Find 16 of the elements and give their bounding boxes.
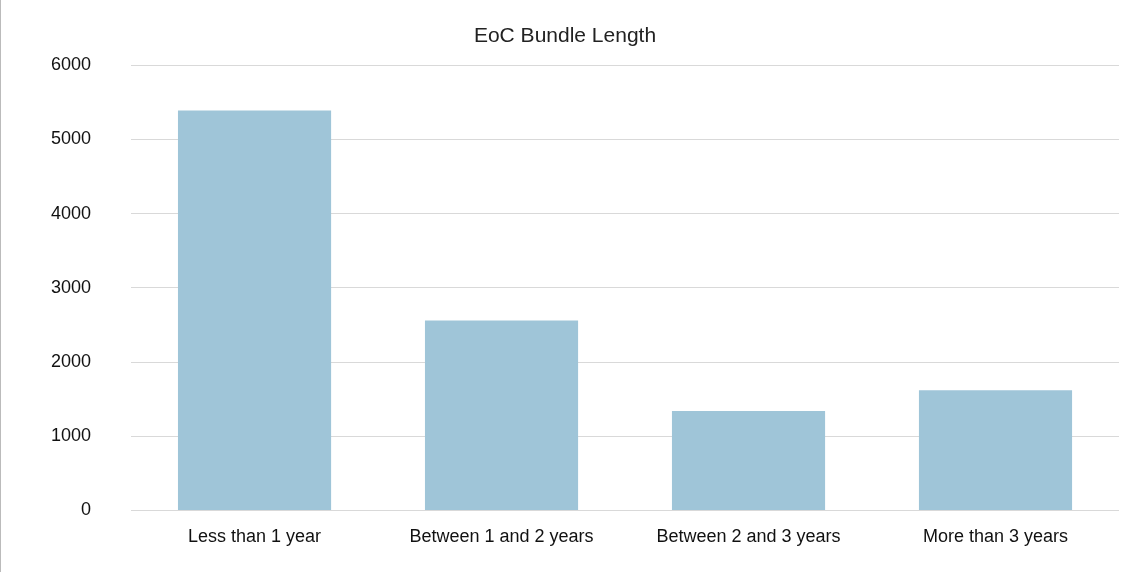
x-tick-label: Less than 1 year bbox=[187, 526, 322, 547]
bar bbox=[177, 110, 332, 510]
bar bbox=[671, 410, 826, 510]
y-tick-label: 1000 bbox=[51, 425, 92, 446]
bar bbox=[424, 320, 579, 510]
y-tick-label: 5000 bbox=[51, 128, 92, 149]
y-tick-label: 0 bbox=[81, 499, 92, 520]
y-tick-label: 3000 bbox=[51, 276, 92, 297]
x-tick-label: Between 2 and 3 years bbox=[656, 526, 841, 547]
x-tick-label: Between 1 and 2 years bbox=[409, 526, 594, 547]
x-tick-label: More than 3 years bbox=[922, 526, 1069, 547]
bar bbox=[918, 390, 1073, 510]
y-tick-label: 4000 bbox=[51, 202, 92, 223]
y-tick-label: 2000 bbox=[51, 350, 92, 371]
y-tick-label: 6000 bbox=[51, 54, 92, 75]
chart-title: EoC Bundle Length bbox=[473, 23, 657, 47]
